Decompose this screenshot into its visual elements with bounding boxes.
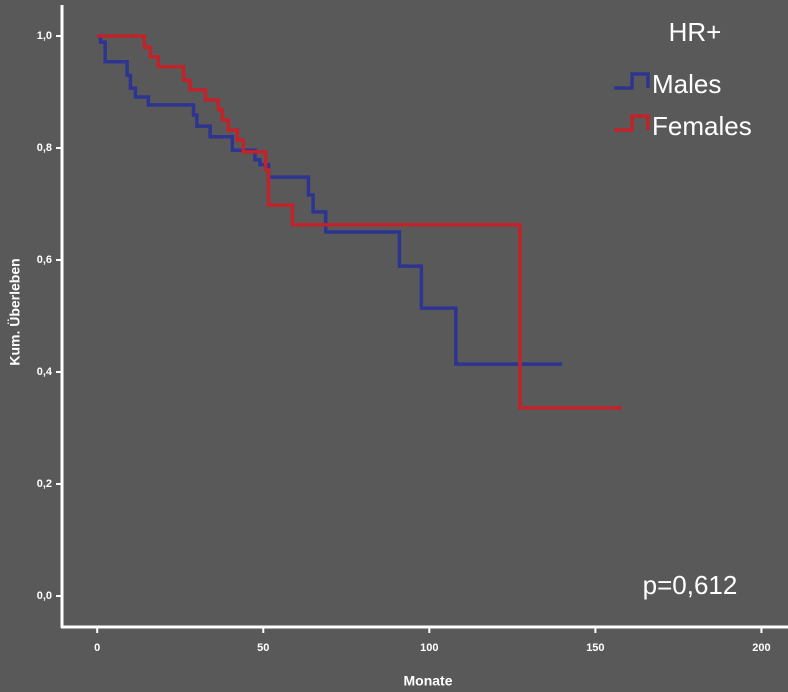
legend-label: Males <box>652 69 721 99</box>
x-axis-label: Monate <box>404 673 453 689</box>
y-tick-label: 1,0 <box>37 30 52 42</box>
legend-symbol <box>614 114 650 132</box>
legend-label: Females <box>652 111 752 141</box>
x-tick-label: 200 <box>752 642 770 654</box>
chart-title: HR+ <box>669 17 722 47</box>
y-tick-label: 0,6 <box>37 254 52 266</box>
y-tick-label: 0,0 <box>37 590 52 602</box>
y-tick-label: 0,2 <box>37 478 52 490</box>
legend-symbol <box>614 72 650 90</box>
y-tick-label: 0,8 <box>37 142 52 154</box>
x-tick-label: 100 <box>420 642 438 654</box>
x-tick-label: 150 <box>586 642 604 654</box>
x-tick-label: 50 <box>257 642 269 654</box>
annotation: p=0,612 <box>643 570 738 600</box>
survival-line <box>97 34 563 366</box>
x-tick-label: 0 <box>94 642 100 654</box>
y-tick-label: 0,4 <box>37 366 53 378</box>
survival-line <box>97 34 622 410</box>
y-axis-label: Kum. Überleben <box>7 258 23 365</box>
